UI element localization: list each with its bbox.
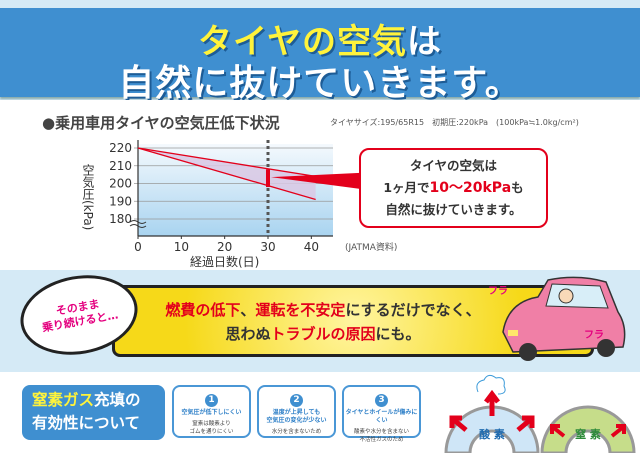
y-tick-label: 210 [109, 159, 132, 173]
headline-line2: 自然に抜けていきます。 [118, 63, 522, 104]
warning-segment: にも。 [375, 325, 421, 343]
y-tick-label: 180 [109, 212, 132, 226]
callout-pre: 1ヶ月で [383, 180, 430, 195]
warning-segment: 燃費の低下 [165, 301, 241, 319]
arrow-right-icon [516, 415, 535, 432]
source-note: (JATMA資料) [345, 243, 398, 253]
warning-line1: 燃費の低下、運転を不安定にするだけでなく、 [115, 298, 531, 322]
pressure-chart: 180 190 200 210 220 0 10 20 30 40 空気圧(kPa) 経過日数(日) [81, 140, 360, 269]
warning-line2: 思わぬトラブルの原因にも。 [115, 322, 531, 346]
arrow-up-icon [484, 389, 500, 416]
card-subtext: 水分を含まないため [271, 429, 322, 435]
nitrogen-title-highlight: 窒素ガス [32, 391, 95, 409]
card-title: 温度が上昇しても 空気圧の変化が少ない [266, 409, 327, 424]
arrow-left-icon [550, 424, 566, 438]
card-title: タイヤとホイールが傷みにくい [345, 409, 418, 424]
headline-rest: は [406, 22, 442, 62]
warning-segment: 運転を不安定 [255, 301, 346, 319]
cloud-icon [476, 374, 506, 395]
warning-segment: 、 [240, 301, 256, 319]
series-line [137, 147, 316, 178]
number-badge: 1 [205, 394, 218, 407]
x-tick-label: 10 [174, 240, 189, 254]
callout-post: も [511, 180, 524, 195]
warning-segment: 思わぬ [225, 325, 271, 343]
sfx-text-2: フラ [584, 329, 604, 341]
callout-line3: 自然に抜けていきます。 [385, 202, 522, 217]
headline-highlight: タイヤの空気 [198, 22, 407, 62]
chart-title: ●乗用車用タイヤの空気圧低下状況 [42, 114, 280, 132]
chart-note: タイヤサイズ:195/65R15 初期圧:220kPa (100kPa≒1.0k… [330, 118, 579, 127]
header-banner: タイヤの空気は 自然に抜けていきます。 [0, 8, 640, 104]
arrow-right-icon [610, 424, 626, 438]
x-tick-label: 30 [260, 240, 275, 254]
card-subtext: 窒素は酸素より ゴムを通りにくい [189, 421, 234, 435]
y-tick-label: 190 [109, 194, 132, 208]
warning-segment: にするだけでなく、 [345, 301, 481, 319]
nitrogen-tire-diagram: 窒 素 [540, 405, 636, 453]
nitrogen-title-box: 窒素ガス充填の 有効性について [22, 385, 165, 440]
arrow-left-icon [449, 415, 468, 432]
callout-box: タイヤの空気は 1ヶ月で10〜20kPaも 自然に抜けていきます。 [359, 148, 548, 228]
y-tick-label: 200 [109, 177, 132, 191]
warning-segment: トラブルの原因 [270, 325, 376, 343]
sfx-text-1: フラ [488, 285, 508, 297]
axis-break-icon [129, 220, 147, 228]
x-tick-label: 40 [304, 240, 319, 254]
nitrogen-title-line2: 有効性について [32, 414, 141, 432]
nitrogen-label: 窒 素 [575, 427, 601, 441]
number-badge: 2 [290, 394, 303, 407]
x-tick-label: 20 [217, 240, 232, 254]
benefit-card-1: 1 空気圧が低下しにくい窒素は酸素より ゴムを通りにくい [172, 385, 251, 438]
tire-diagrams: 酸 素 窒 素 [444, 374, 636, 453]
series-line [137, 147, 316, 201]
headline-line1: タイヤの空気は [0, 14, 640, 63]
x-axis-label: 経過日数(日) [190, 254, 259, 269]
x-tick-label: 0 [134, 240, 142, 254]
pink-car-illustration: フラ フラ [488, 276, 626, 361]
card-subtext: 酸素や水分を含まない 不活性ガスのため [353, 429, 409, 443]
nitrogen-title-rest: 充填の [94, 391, 141, 409]
callout-pointer [271, 172, 360, 189]
oxygen-tire-diagram: 酸 素 [444, 374, 540, 453]
benefit-card-3: 3 タイヤとホイールが傷みにくい 酸素や水分を含まない 不活性ガスのため [342, 385, 421, 443]
card-title: 空気圧が低下しにくい [181, 409, 242, 416]
callout-highlight: 10〜20kPa [429, 180, 512, 196]
y-tick-label: 220 [109, 141, 132, 155]
nitrogen-title-line1: 窒素ガス充填の [32, 389, 165, 412]
oxygen-label: 酸 素 [479, 427, 505, 441]
benefit-card-2: 2 温度が上昇しても 空気圧の変化が少ない水分を含まないため [257, 385, 336, 438]
number-badge: 3 [375, 394, 388, 407]
callout-line1: タイヤの空気は [409, 158, 498, 173]
callout-line2: 1ヶ月で10〜20kPaも [361, 177, 546, 199]
y-axis-label: 空気圧(kPa) [81, 164, 95, 231]
